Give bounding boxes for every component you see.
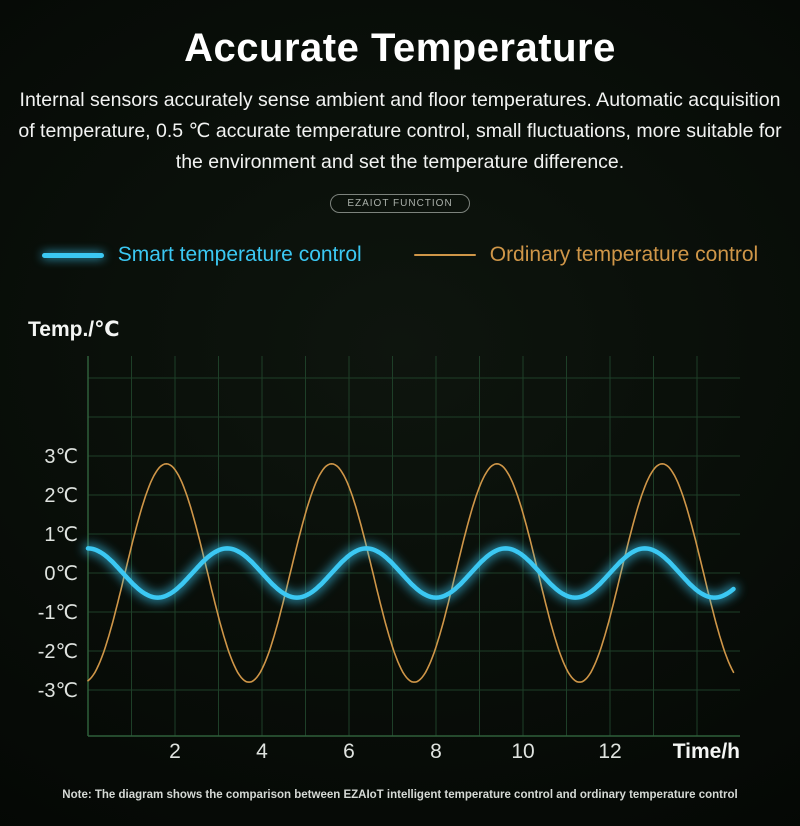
svg-text:3℃: 3℃ bbox=[44, 446, 78, 468]
ezaiot-function-badge: EZAIOT FUNCTION bbox=[330, 194, 470, 213]
temperature-comparison-chart: 3℃ 2℃ 1℃ 0℃ -1℃ -2℃ -3℃ 2 4 6 8 10 12 Temp./℃ Time/h bbox=[28, 318, 740, 763]
description-text: Internal sensors accurately sense ambien… bbox=[18, 89, 782, 173]
svg-text:Temp./℃: Temp./℃ bbox=[28, 318, 120, 341]
svg-text:-2℃: -2℃ bbox=[38, 641, 78, 663]
svg-text:2: 2 bbox=[169, 740, 181, 763]
legend-label-smart: Smart temperature control bbox=[117, 243, 362, 266]
svg-text:10: 10 bbox=[511, 740, 534, 763]
svg-text:-1℃: -1℃ bbox=[38, 602, 78, 624]
smart-line-swatch-icon bbox=[41, 252, 104, 258]
svg-text:-3℃: -3℃ bbox=[38, 680, 78, 702]
svg-text:Time/h: Time/h bbox=[673, 740, 740, 763]
ordinary-line-swatch-icon bbox=[413, 254, 476, 256]
svg-text:4: 4 bbox=[256, 740, 268, 763]
svg-text:1℃: 1℃ bbox=[44, 524, 78, 546]
header: Accurate Temperature Internal sensors ac… bbox=[0, 26, 800, 213]
legend-item-smart: Smart temperature control bbox=[41, 243, 362, 267]
legend-label-ordinary: Ordinary temperature control bbox=[489, 243, 759, 266]
legend-item-ordinary: Ordinary temperature control bbox=[413, 243, 759, 267]
svg-text:6: 6 bbox=[343, 740, 355, 763]
svg-text:12: 12 bbox=[598, 740, 621, 763]
svg-text:2℃: 2℃ bbox=[44, 485, 78, 507]
footer-note: Note: The diagram shows the comparison b… bbox=[62, 789, 738, 801]
svg-text:8: 8 bbox=[430, 740, 442, 763]
svg-text:0℃: 0℃ bbox=[44, 563, 78, 585]
page-title: Accurate Temperature bbox=[184, 26, 616, 70]
chart-legend: Smart temperature control Ordinary tempe… bbox=[0, 243, 800, 267]
